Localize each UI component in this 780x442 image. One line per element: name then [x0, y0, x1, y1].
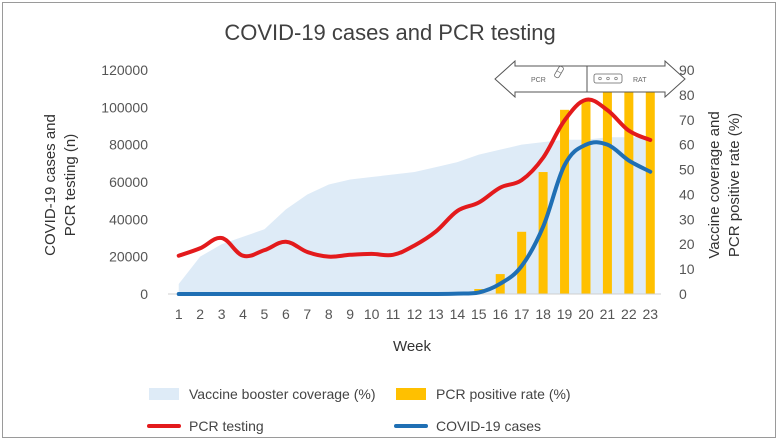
x-tick-label: 1: [175, 306, 183, 322]
x-tick-label: 7: [303, 306, 311, 322]
x-tick-label: 20: [578, 306, 594, 322]
rapid-test-cassette-icon: [593, 73, 623, 84]
positive-rate-bar: [645, 92, 655, 295]
left-tick-label: 0: [140, 286, 148, 302]
vaccine-area-layer: [178, 137, 651, 294]
left-tick-label: 80000: [109, 137, 148, 153]
line-series-layer: [176, 97, 653, 296]
legend-label-cases: COVID-19 cases: [436, 418, 541, 434]
right-tick-label: 80: [679, 87, 695, 103]
pcr-testing-line: [176, 97, 653, 259]
left-axis-ticks: 0 20000 40000 60000 80000 100000 120000: [101, 62, 148, 302]
legend: Vaccine booster coverage (%) PCR positiv…: [147, 386, 571, 434]
legend-label-vaccine: Vaccine booster coverage (%): [189, 386, 376, 402]
inset-rat-label: RAT: [633, 77, 647, 84]
legend-swatch-positive: [396, 388, 426, 400]
x-tick-label: 17: [514, 306, 530, 322]
legend-swatch-vaccine: [149, 388, 179, 400]
right-tick-label: 20: [679, 236, 695, 252]
right-tick-label: 10: [679, 261, 695, 277]
x-tick-label: 14: [450, 306, 466, 322]
x-tick-label: 12: [407, 306, 423, 322]
right-axis-label-line2: PCR positive rate (%): [726, 113, 743, 257]
right-tick-label: 0: [679, 286, 687, 302]
left-axis-label-line1: COVID-19 cases and: [42, 114, 59, 256]
x-tick-label: 3: [218, 306, 226, 322]
x-tick-label: 16: [492, 306, 508, 322]
right-tick-label: 70: [679, 112, 695, 128]
left-tick-label: 20000: [109, 249, 148, 265]
x-axis-label: Week: [393, 338, 432, 355]
legend-label-positive: PCR positive rate (%): [436, 386, 571, 402]
x-axis-ticks: 1 2 3 4 5 6 7 8 9 10 11 12 13 14 15 16 17 18 19 20 21 22 23: [175, 306, 658, 322]
covid-cases-line: [176, 140, 653, 296]
x-tick-label: 6: [282, 306, 290, 322]
vaccine-coverage-area: [178, 137, 651, 294]
chart-frame: COVID-19 cases and PCR testing 0 20000 400…: [2, 2, 776, 438]
chart-svg: COVID-19 cases and PCR testing 020000400…: [42, 20, 743, 434]
x-tick-label: 21: [600, 306, 616, 322]
right-axis-ticks: 0 10 20 30 40 50 60 70 80 90: [679, 62, 695, 302]
right-tick-label: 50: [679, 162, 695, 178]
right-tick-label: 30: [679, 211, 695, 227]
positive-rate-bar: [602, 89, 612, 295]
x-tick-label: 11: [386, 306, 401, 322]
x-tick-label: 4: [239, 306, 247, 322]
left-axis-label-line2: PCR testing (n): [62, 134, 79, 237]
x-tick-label: 22: [621, 306, 637, 322]
positive-rate-bar: [581, 99, 591, 294]
positive-rate-bar: [624, 87, 634, 294]
left-tick-label: 60000: [109, 174, 148, 190]
x-tick-label: 5: [261, 306, 269, 322]
left-tick-label: 120000: [101, 62, 148, 78]
right-tick-label: 40: [679, 186, 695, 202]
test-tube-icon: [554, 65, 564, 79]
x-tick-label: 18: [535, 306, 551, 322]
x-tick-label: 13: [428, 306, 444, 322]
x-tick-label: 19: [557, 306, 573, 322]
legend-label-pcr: PCR testing: [189, 418, 264, 434]
pcr-rat-inset: PCR RAT: [494, 59, 686, 99]
left-tick-label: 100000: [101, 99, 148, 115]
x-tick-label: 15: [471, 306, 487, 322]
left-tick-label: 40000: [109, 211, 148, 227]
x-tick-label: 9: [346, 306, 354, 322]
x-tick-label: 10: [364, 306, 380, 322]
x-tick-label: 8: [325, 306, 333, 322]
right-tick-label: 60: [679, 137, 695, 153]
inset-pcr-label: PCR: [531, 77, 546, 84]
x-tick-label: 2: [196, 306, 204, 322]
x-tick-label: 23: [642, 306, 658, 322]
chart-title: COVID-19 cases and PCR testing: [224, 20, 555, 45]
positive-rate-bar: [560, 109, 570, 294]
inset-double-arrow: [494, 59, 686, 99]
right-tick-label: 90: [679, 62, 695, 78]
positive-rate-bar: [538, 172, 548, 294]
right-axis-label-line1: Vaccine coverage and: [706, 111, 723, 258]
